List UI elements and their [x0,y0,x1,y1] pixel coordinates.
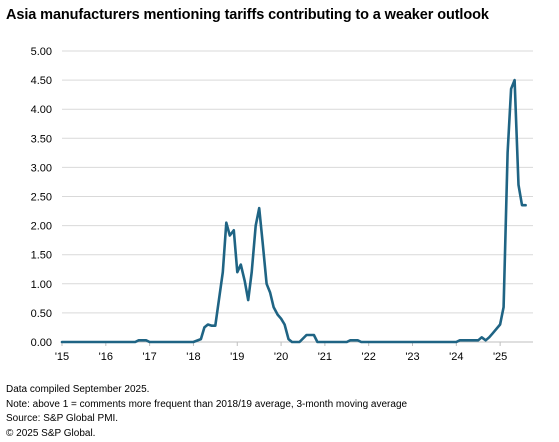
y-tick-label: 0.00 [31,337,52,349]
note-explanation: Note: above 1 = comments more frequent t… [6,398,408,410]
x-tick-label: '21 [318,351,332,363]
y-tick-label: 3.00 [31,162,52,174]
x-tick-label: '23 [405,351,419,363]
x-tick-label: '17 [142,351,156,363]
series-line-0 [60,78,527,344]
y-tick-label: 4.50 [31,75,52,87]
chart-notes: Data compiled September 2025. Note: abov… [6,383,407,442]
x-tick-label: '22 [362,351,376,363]
y-tick-label: 2.50 [31,192,52,204]
x-tick-label: '24 [449,351,463,363]
y-tick-label: 0.50 [31,308,52,320]
y-tick-label: 1.50 [31,250,52,262]
x-tick-label: '15 [55,351,69,363]
note-copyright: © 2025 S&P Global. [6,428,96,440]
x-tick-label: '20 [274,351,288,363]
note-source: Source: S&P Global PMI. [6,413,119,425]
chart-title: Asia manufacturers mentioning tariffs co… [6,7,489,23]
y-tick-label: 2.00 [31,221,52,233]
x-tick-label: '25 [493,351,507,363]
y-tick-label: 3.50 [31,133,52,145]
x-tick-label: '19 [230,351,244,363]
note-date: Data compiled September 2025. [6,384,150,395]
y-tick-label: 5.00 [31,46,52,58]
y-tick-label: 4.00 [31,104,52,116]
x-tick-label: '16 [99,351,113,363]
y-tick-label: 1.00 [31,279,52,291]
x-tick-label: '18 [186,351,200,363]
